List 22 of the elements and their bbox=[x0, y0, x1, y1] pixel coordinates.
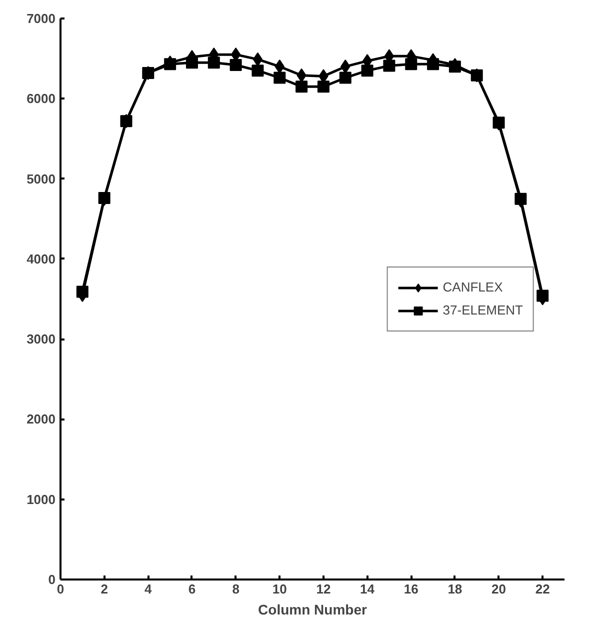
x-tick-label: 14 bbox=[360, 582, 376, 596]
x-tick-label: 6 bbox=[188, 582, 196, 596]
x-tick-label: 18 bbox=[448, 582, 462, 596]
x-tick-label: 4 bbox=[144, 582, 153, 596]
legend-label: 37-ELEMENT bbox=[442, 302, 523, 318]
x-tick-label: 8 bbox=[232, 582, 240, 596]
y-tick-label: 3000 bbox=[26, 332, 56, 347]
x-axis-title: Column Number bbox=[258, 602, 368, 618]
y-tick-label: 1000 bbox=[26, 492, 56, 507]
x-tick-label: 10 bbox=[272, 582, 287, 596]
x-tick-label: 22 bbox=[535, 582, 550, 596]
legend-label: CANFLEX bbox=[442, 280, 503, 294]
x-tick-label: 16 bbox=[404, 582, 418, 596]
x-tick-label: 2 bbox=[100, 582, 108, 596]
y-tick-label: 4000 bbox=[26, 251, 56, 266]
y-tick-label: 7000 bbox=[26, 11, 56, 26]
x-tick-label: 12 bbox=[316, 582, 331, 596]
y-tick-label: 5000 bbox=[26, 171, 56, 186]
y-tick-label: 2000 bbox=[26, 412, 56, 427]
y-tick-label: 0 bbox=[48, 572, 56, 587]
y-tick-label: 6000 bbox=[26, 91, 56, 106]
x-tick-label: 20 bbox=[492, 582, 506, 596]
